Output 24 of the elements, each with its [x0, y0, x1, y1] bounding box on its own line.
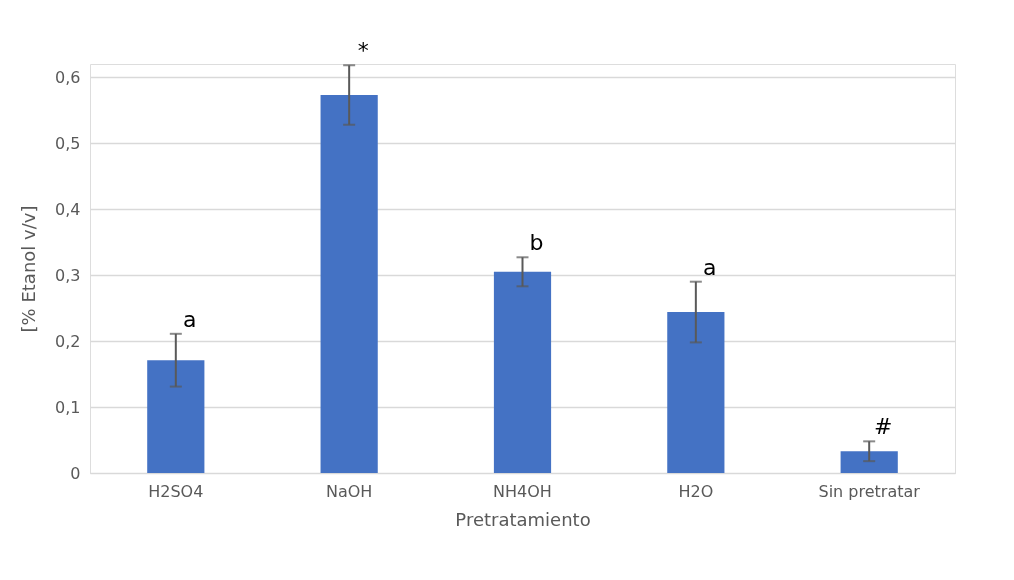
y-tick-label: 0,5: [55, 133, 81, 153]
x-tick-label: NaOH: [325, 481, 373, 501]
annotation: *: [357, 38, 369, 64]
y-tick-label: 0,2: [55, 331, 81, 351]
y-tick-label: 0,4: [55, 199, 81, 219]
x-tick-label: Sin pretratar: [818, 481, 921, 501]
bar: [667, 312, 725, 473]
x-tick-label: H2O: [678, 481, 714, 501]
x-tick-label: NH4OH: [493, 481, 552, 501]
bar: [320, 95, 378, 473]
bar: [493, 271, 552, 473]
annotation: b: [529, 230, 544, 256]
bar: [147, 360, 205, 473]
annotation: a: [183, 306, 197, 332]
x-tick-label: H2SO4: [148, 481, 204, 501]
x-axis-title: Pretratamiento: [455, 508, 591, 530]
y-tick-label: 0,3: [55, 265, 81, 285]
annotation: #: [873, 414, 893, 440]
y-tick-label: 0,1: [55, 397, 81, 417]
bar: [840, 451, 898, 473]
y-tick-label: 0,6: [55, 67, 81, 87]
y-axis-title: [% Etanol v/v]: [18, 205, 40, 333]
y-tick-label: 0: [70, 463, 81, 483]
annotation: a: [703, 254, 717, 280]
